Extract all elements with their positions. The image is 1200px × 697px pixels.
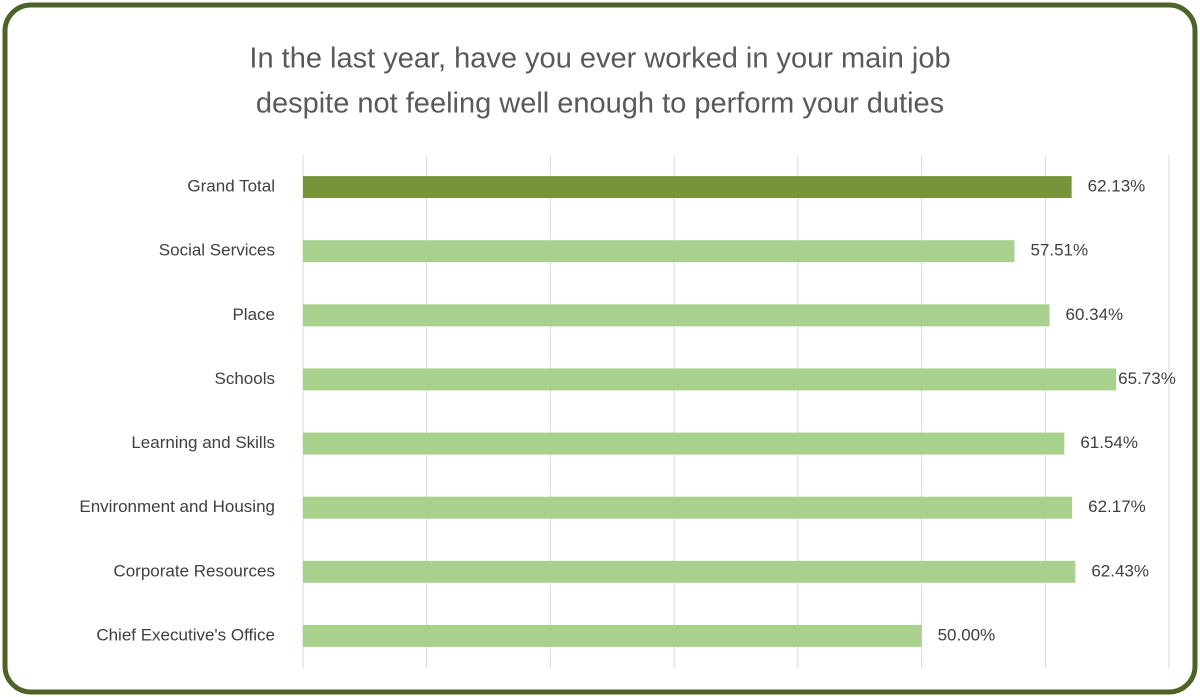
bar	[303, 304, 1050, 327]
bar	[303, 176, 1072, 199]
y-tick-label: Place	[232, 305, 275, 324]
data-label: 62.43%	[1091, 561, 1149, 580]
bar	[303, 496, 1073, 519]
bar	[303, 432, 1065, 455]
data-label: 57.51%	[1030, 241, 1088, 260]
y-tick-label: Learning and Skills	[131, 433, 275, 452]
data-label: 65.73%	[1118, 369, 1176, 388]
chart-title: despite not feeling well enough to perfo…	[256, 88, 944, 120]
bar	[303, 560, 1076, 583]
y-tick-label: Social Services	[159, 241, 275, 260]
y-tick-label: Schools	[215, 369, 275, 388]
bar	[303, 240, 1015, 263]
data-label: 62.13%	[1088, 177, 1146, 196]
bar	[303, 368, 1117, 391]
chart-title: In the last year, have you ever worked i…	[249, 43, 950, 75]
y-tick-label: Chief Executive's Office	[96, 625, 275, 644]
data-label: 60.34%	[1065, 305, 1123, 324]
bar	[303, 624, 922, 647]
y-tick-label: Corporate Resources	[113, 561, 275, 580]
data-label: 61.54%	[1080, 433, 1138, 452]
data-label: 50.00%	[938, 625, 996, 644]
data-label: 62.17%	[1088, 497, 1146, 516]
y-tick-label: Grand Total	[187, 177, 275, 196]
y-tick-label: Environment and Housing	[79, 497, 275, 516]
